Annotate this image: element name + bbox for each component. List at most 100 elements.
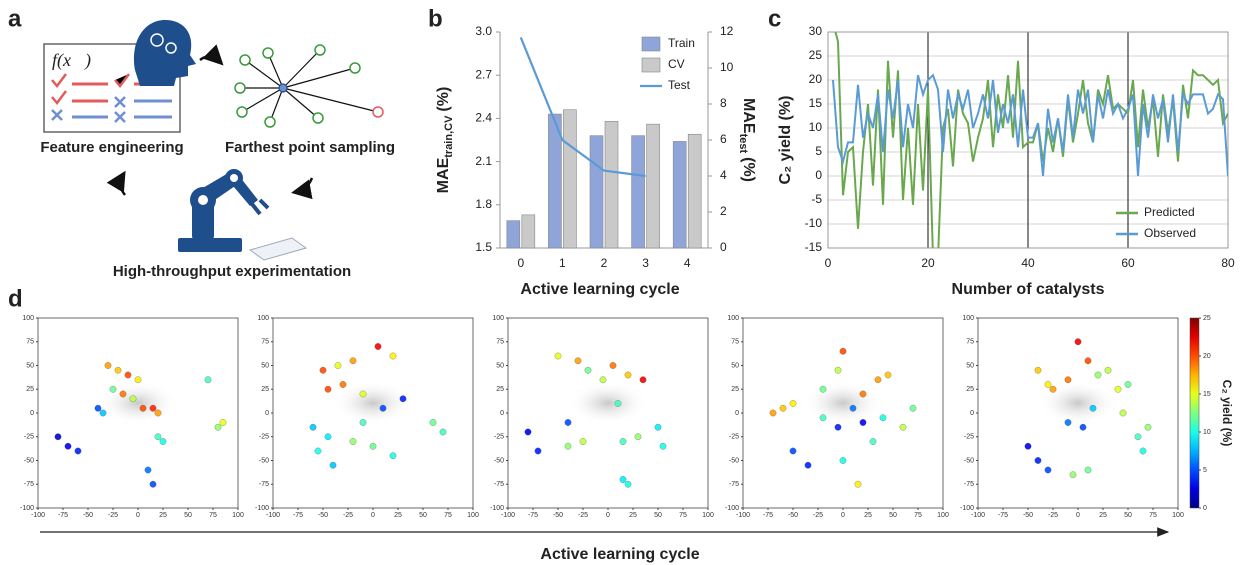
x-tick-label: 100 — [937, 512, 949, 519]
y2-tick-label: 4 — [720, 168, 727, 182]
x-tick-label: 0 — [1076, 512, 1080, 519]
point — [770, 410, 776, 416]
x-tick-label: 50 — [654, 512, 662, 519]
colorbar-tick-label: 0 — [1203, 505, 1207, 512]
y-tick-label: -100 — [20, 505, 34, 512]
y-tick-label: -25 — [964, 434, 974, 441]
cycle-arrow — [200, 56, 220, 62]
x-tick-label: 60 — [1121, 256, 1135, 270]
y-tick-label: 0 — [265, 410, 269, 417]
y2-tick-label: 8 — [720, 96, 727, 110]
x-tick-label: 0 — [841, 512, 845, 519]
x-tick-label: -50 — [788, 512, 798, 519]
x-tick-label: 0 — [371, 512, 375, 519]
x-tick-label: -75 — [528, 512, 538, 519]
point — [840, 348, 846, 354]
y-tick-label: -50 — [259, 457, 269, 464]
y-tick-label: 30 — [809, 24, 823, 38]
network-icon — [235, 45, 383, 127]
y-axis-label: MAEtrain,CV(%) — [435, 87, 455, 194]
point — [585, 367, 591, 373]
y-tick-label: -100 — [960, 505, 974, 512]
point — [1120, 410, 1126, 416]
y-tick-label: -25 — [259, 434, 269, 441]
y-tick-label: 1.5 — [475, 240, 492, 254]
x-tick-label: -75 — [998, 512, 1008, 519]
x-tick-label: -50 — [318, 512, 328, 519]
x-tick-label: 0 — [606, 512, 610, 519]
legend-label: Predicted — [1144, 205, 1195, 219]
y-tick-label: 10 — [809, 120, 823, 134]
x-tick-label: -75 — [293, 512, 303, 519]
legend-swatch — [642, 37, 660, 51]
colorbar-tick-label: 25 — [1203, 315, 1211, 322]
point — [350, 438, 356, 444]
y-tick-label: 2.7 — [475, 67, 492, 81]
y-tick-label: 50 — [261, 362, 269, 369]
y-tick-label: 50 — [731, 362, 739, 369]
legend-label: CV — [668, 57, 685, 71]
point — [1085, 358, 1091, 364]
point — [600, 377, 606, 383]
point — [145, 467, 151, 473]
point — [65, 443, 71, 449]
y2-tick-label: 12 — [720, 24, 734, 38]
x-tick-label: 50 — [1124, 512, 1132, 519]
bar — [632, 136, 645, 248]
point — [1075, 339, 1081, 345]
bar — [522, 215, 535, 248]
robot-icon — [178, 169, 268, 252]
x-tick-label: 0 — [825, 256, 832, 270]
colorbar-tick-label: 5 — [1203, 467, 1207, 474]
point — [325, 386, 331, 392]
point — [625, 372, 631, 378]
step-label: High-throughput experimentation — [113, 263, 351, 280]
point — [220, 419, 226, 425]
point — [315, 448, 321, 454]
y-tick-label: -15 — [805, 240, 823, 254]
point — [335, 362, 341, 368]
formula: f(x⃗) — [52, 50, 91, 71]
y-tick-label: -50 — [964, 457, 974, 464]
y-tick-label: -25 — [494, 434, 504, 441]
bar — [605, 121, 618, 248]
bar — [688, 134, 701, 248]
x-tick-label: -50 — [553, 512, 563, 519]
point — [635, 434, 641, 440]
x-tick-label: 25 — [159, 512, 167, 519]
x-tick-label: 25 — [864, 512, 872, 519]
y2-tick-label: 0 — [720, 240, 727, 254]
point — [640, 377, 646, 383]
point — [1025, 443, 1031, 449]
x-tick-label: -25 — [343, 512, 353, 519]
point — [150, 405, 156, 411]
x-tick-label: -75 — [58, 512, 68, 519]
y-tick-label: 25 — [731, 386, 739, 393]
point — [885, 372, 891, 378]
x-tick-label: -100 — [501, 512, 515, 519]
y-tick-label: -50 — [729, 457, 739, 464]
y2-tick-label: 10 — [720, 60, 734, 74]
point — [1050, 386, 1056, 392]
point — [1065, 377, 1071, 383]
point — [375, 343, 381, 349]
x-tick-label: 2 — [601, 256, 608, 270]
point — [1070, 472, 1076, 478]
point — [430, 419, 436, 425]
x-tick-label: -50 — [83, 512, 93, 519]
point — [350, 358, 356, 364]
y-tick-label: 100 — [727, 315, 739, 322]
panel-label: a — [8, 5, 22, 32]
x-tick-label: -100 — [971, 512, 985, 519]
point — [620, 476, 626, 482]
y-tick-label: -75 — [259, 481, 269, 488]
point — [120, 391, 126, 397]
point — [880, 415, 886, 421]
point — [130, 396, 136, 402]
point — [330, 462, 336, 468]
point — [575, 358, 581, 364]
legend-label: Test — [668, 78, 691, 92]
y2-tick-label: 2 — [720, 204, 727, 218]
point — [900, 424, 906, 430]
point — [790, 448, 796, 454]
